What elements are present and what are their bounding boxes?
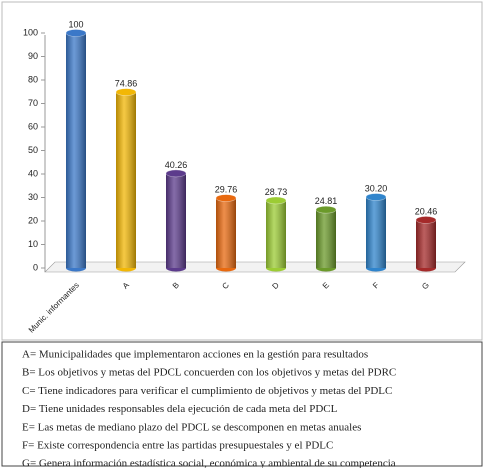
value-label: 30.20 [365,183,388,193]
y-tick-label: 20 [28,215,38,225]
bar-cap [365,193,387,201]
x-tick-label: A [121,280,132,291]
value-label: 29.76 [215,184,238,194]
note: G= Genera información estadística social… [22,458,396,468]
bar-shade [366,197,386,268]
value-label: 28.73 [265,187,288,197]
bar-shade [66,33,86,268]
bar-cap [65,29,87,37]
y-tick-label: 70 [28,98,38,108]
x-tick-label: F [371,280,381,290]
note: D= Tiene unidades responsables dela ejec… [22,403,338,415]
y-tick-label: 60 [28,121,38,131]
note: C= Tiene indicadores para verificar el c… [22,385,392,397]
x-tick-label: G [420,281,431,292]
x-tick-label: B [171,281,181,291]
chart-frame [1,1,483,341]
note: F= Existe correspondencia entre las part… [22,440,333,452]
bar-shade [216,198,236,268]
bar-cap [115,88,137,96]
x-tick-label: D [270,280,281,291]
bar-cap [215,194,237,202]
note: B= Los objetivos y metas del PDCL concue… [22,367,396,379]
note: A= Municipalidades que implementaron acc… [22,349,368,361]
y-tick-label: 40 [28,168,38,178]
bar-shade [316,209,336,268]
x-tick-label: E [321,281,331,291]
value-label: 74.86 [115,78,138,88]
x-tick-label: Munic. informantes [27,281,81,335]
bar-cap [165,169,187,178]
bar-shade [416,219,436,268]
value-label: 100 [68,19,83,29]
bar-cap [315,205,337,214]
y-tick-label: 10 [28,239,38,249]
y-tick-label: 30 [28,192,38,202]
floor [44,261,466,273]
bar-cap [265,196,287,205]
bar-shade [166,173,186,268]
bar-shade [116,92,136,268]
y-tick-label: 50 [28,145,38,155]
x-tick-label: C [220,280,231,291]
value-label: 40.26 [165,160,188,170]
y-tick-label: 80 [28,74,38,84]
value-label: 24.81 [315,196,338,206]
y-tick-label: 0 [33,262,38,272]
y-tick-label: 100 [23,27,38,37]
note: E= Las metas de mediano plazo del PDCL s… [22,421,361,433]
value-label: 20.46 [415,206,438,216]
bar-shade [266,200,286,268]
bar-cap [415,216,437,224]
y-tick-label: 90 [28,51,38,61]
notes-frame [1,341,483,467]
